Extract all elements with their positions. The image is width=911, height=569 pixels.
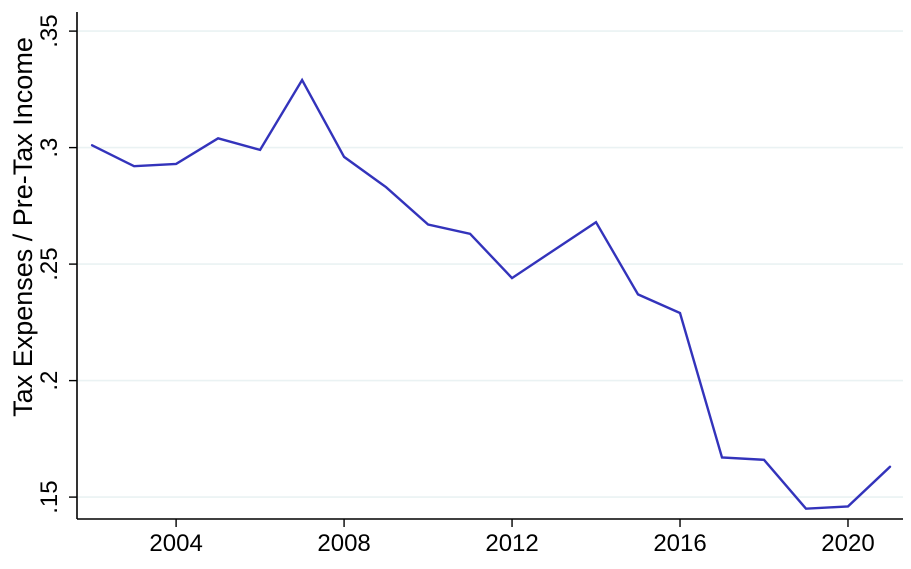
y-tick-label: .2 <box>36 371 63 391</box>
x-tick-label: 2004 <box>149 530 202 557</box>
y-tick-label: .25 <box>36 247 63 280</box>
y-tick-label: .15 <box>36 480 63 513</box>
x-tick-label: 2020 <box>821 530 874 557</box>
y-axis-title: Tax Expenses / Pre-Tax Income <box>8 37 38 417</box>
x-tick-label: 2016 <box>653 530 706 557</box>
y-tick-label: .3 <box>36 138 63 158</box>
x-tick-label: 2008 <box>317 530 370 557</box>
data-line-series <box>90 77 892 510</box>
x-tick-label: 2012 <box>485 530 538 557</box>
y-tick-label: .35 <box>36 14 63 47</box>
